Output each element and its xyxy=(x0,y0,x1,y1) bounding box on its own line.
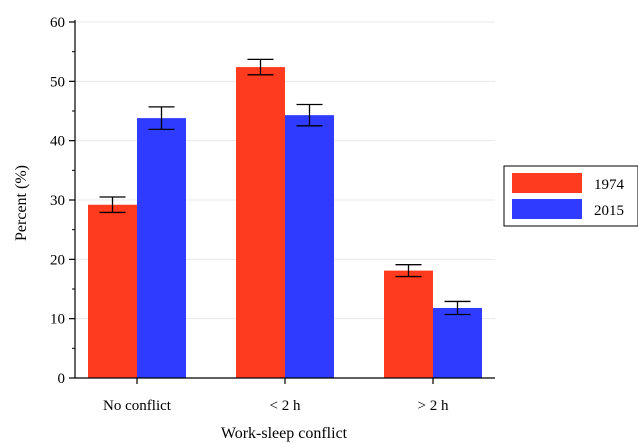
y-tick-label: 40 xyxy=(50,134,65,150)
y-tick-label: 20 xyxy=(50,252,65,268)
y-axis-title: Percent (%) xyxy=(13,165,30,241)
x-tick-label: > 2 h xyxy=(418,398,449,414)
bar-2015-1 xyxy=(285,115,334,379)
bar-1974-2 xyxy=(384,270,433,378)
bar-1974-1 xyxy=(236,67,285,379)
bar-1974-0 xyxy=(88,204,137,378)
y-tick-label: 30 xyxy=(50,193,65,209)
x-tick-label: No conflict xyxy=(103,398,172,414)
bar-2015-0 xyxy=(137,118,186,379)
legend-label-1974: 1974 xyxy=(594,177,625,193)
legend: 1974 2015 xyxy=(503,165,638,227)
y-tick-label: 10 xyxy=(50,312,65,328)
x-axis-title: Work-sleep conflict xyxy=(221,425,348,442)
legend-label-2015: 2015 xyxy=(594,203,624,219)
legend-swatch-1974 xyxy=(512,173,582,193)
y-tick-label: 0 xyxy=(58,371,66,387)
legend-swatch-2015 xyxy=(512,199,582,219)
bars xyxy=(88,67,482,379)
x-tick-label: < 2 h xyxy=(270,398,301,414)
axis-ticks: 0 10 20 30 40 50 60 No conflict < 2 h > 2 h xyxy=(50,15,449,414)
y-tick-label: 60 xyxy=(50,15,65,31)
bar-2015-2 xyxy=(433,307,482,378)
error-bars xyxy=(99,58,471,316)
y-tick-label: 50 xyxy=(50,74,65,90)
